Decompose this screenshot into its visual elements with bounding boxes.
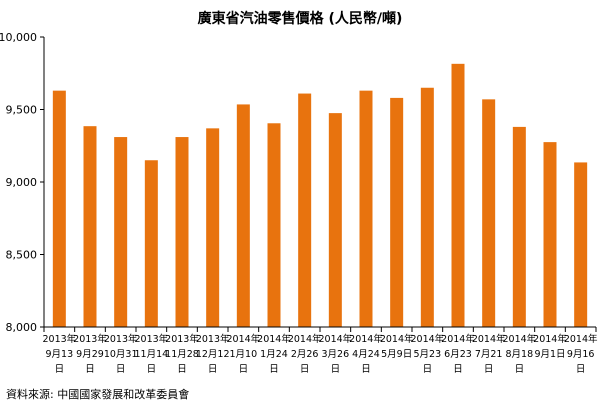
source-note: 資料來源: 中國國家發展和改革委員會	[6, 388, 190, 401]
x-tick-label-year: 2014年	[257, 333, 291, 345]
bar	[236, 104, 250, 327]
bar	[83, 126, 97, 327]
x-tick-label-date: 7月21	[475, 349, 503, 360]
x-tick-label-year: 2014年	[472, 333, 506, 345]
x-tick-label-day: 日	[116, 364, 126, 375]
x-tick-label-date: 8月18	[506, 349, 534, 360]
x-tick-label-date: 1月10	[230, 349, 258, 360]
x-tick-label-year: 2013年	[134, 333, 168, 345]
x-tick-label-year: 2013年	[42, 333, 76, 345]
x-tick-label-date: 9月13	[46, 349, 74, 360]
x-tick-label-date: 5月9日	[381, 349, 412, 360]
x-tick-label-date: 11月28	[165, 349, 199, 360]
bar	[328, 113, 342, 327]
x-tick-label-day: 日	[269, 364, 279, 375]
x-tick-label-day: 日	[515, 364, 525, 375]
x-tick-label-day: 日	[55, 364, 65, 375]
y-tick-label: 9,500	[6, 104, 38, 117]
x-tick-label-day: 日	[484, 364, 494, 375]
x-tick-label-year: 2014年	[318, 333, 352, 345]
x-tick-label-year: 2014年	[502, 333, 536, 345]
x-tick-label-day: 日	[576, 364, 586, 375]
x-tick-label-year: 2014年	[226, 333, 260, 345]
x-tick-label-day: 日	[453, 364, 463, 375]
x-tick-label-date: 6月23	[444, 349, 472, 360]
x-tick-label-date: 1月24	[260, 349, 288, 360]
x-tick-label-day: 日	[85, 364, 95, 375]
bar	[206, 128, 220, 327]
x-tick-label-year: 2014年	[380, 333, 414, 345]
x-tick-label-day: 日	[331, 364, 341, 375]
bar	[359, 90, 373, 328]
x-tick-label-year: 2014年	[441, 333, 475, 345]
x-tick-label-date: 4月24	[352, 349, 380, 360]
x-tick-label-year: 2013年	[73, 333, 107, 345]
bar	[114, 137, 128, 327]
x-tick-label-date: 11月14	[134, 349, 168, 360]
x-tick-label-date: 9月16	[567, 349, 595, 360]
x-tick-label-year: 2014年	[564, 333, 598, 345]
y-tick-label: 8,000	[6, 321, 38, 334]
x-tick-label-year: 2014年	[533, 333, 567, 345]
bar	[543, 142, 557, 327]
x-tick-label-date: 9月29	[76, 349, 104, 360]
y-tick-label: 9,000	[6, 176, 38, 189]
bar	[420, 87, 434, 327]
bar	[267, 123, 281, 328]
bar	[52, 90, 66, 328]
bar	[512, 126, 526, 328]
x-tick-label-day: 日	[361, 364, 371, 375]
x-tick-label-year: 2013年	[104, 333, 138, 345]
x-tick-label-year: 2014年	[349, 333, 383, 345]
x-tick-label-year: 2014年	[410, 333, 444, 345]
x-tick-label-date: 10月31	[104, 349, 138, 360]
x-tick-label-year: 2013年	[196, 333, 230, 345]
bar	[144, 160, 158, 327]
x-tick-label-day: 日	[177, 364, 187, 375]
x-tick-label-year: 2014年	[288, 333, 322, 345]
x-tick-label-date: 12月12	[196, 349, 230, 360]
x-tick-label-day: 日	[423, 364, 433, 375]
x-tick-label-day: 日	[300, 364, 310, 375]
x-tick-label-year: 2013年	[165, 333, 199, 345]
x-tick-label-day: 日	[208, 364, 218, 375]
x-tick-label-date: 9月1日	[534, 349, 565, 360]
y-tick-label: 8,500	[6, 249, 38, 262]
x-tick-label-date: 2月26	[291, 349, 319, 360]
chart-title: 廣東省汽油零售價格 (人民幣/噸)	[197, 11, 403, 27]
x-tick-label-day: 日	[239, 364, 249, 375]
x-tick-label-date: 5月23	[414, 349, 442, 360]
y-tick-label: 10,000	[0, 31, 37, 44]
bar	[482, 99, 496, 327]
bar	[390, 97, 404, 328]
bar	[298, 93, 312, 327]
x-tick-label-date: 3月26	[322, 349, 350, 360]
bar	[574, 162, 588, 327]
bar	[175, 137, 189, 327]
bar	[451, 63, 465, 327]
x-tick-label-day: 日	[147, 364, 157, 375]
